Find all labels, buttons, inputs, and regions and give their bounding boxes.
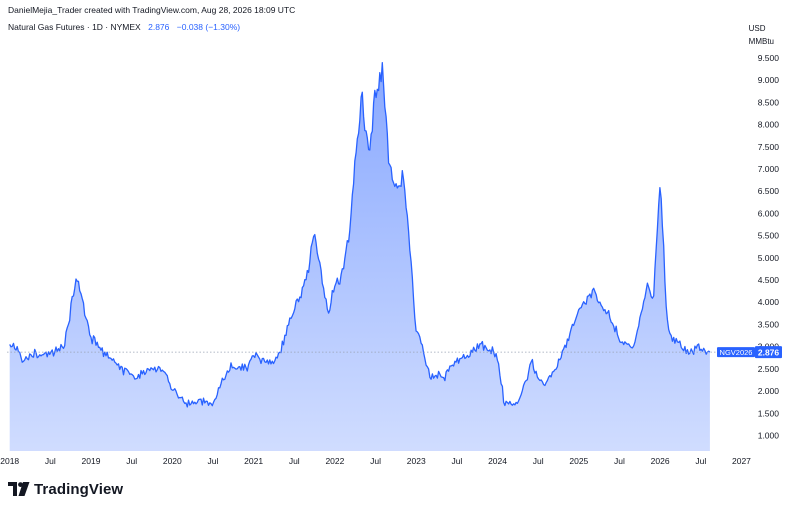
y-tick-label: 5.000 xyxy=(758,253,780,263)
y-tick-label: 2.000 xyxy=(758,386,780,396)
y-tick-label: 4.500 xyxy=(758,275,780,285)
x-tick-label: 2021 xyxy=(244,456,263,466)
x-tick-label: 2024 xyxy=(488,456,507,466)
x-tick-label: 2027 xyxy=(732,456,751,466)
symbol-legend[interactable]: Natural Gas Futures · 1D · NYMEX 2.876 −… xyxy=(8,22,240,32)
x-tick-label: 2026 xyxy=(651,456,670,466)
currency-unit-selector[interactable]: USD MMBtu xyxy=(749,22,774,48)
price-line xyxy=(9,62,711,408)
y-tick-label: 1.000 xyxy=(758,430,780,440)
x-tick-label: Jul xyxy=(695,456,706,466)
x-tick-label: 2020 xyxy=(163,456,182,466)
x-tick-label: 2022 xyxy=(325,456,344,466)
y-tick-label: 8.500 xyxy=(758,97,780,107)
chart-attribution: DanielMejia_Trader created with TradingV… xyxy=(8,5,296,15)
y-tick-label: 8.000 xyxy=(758,120,780,130)
x-tick-label: Jul xyxy=(614,456,625,466)
price-change: −0.038 (−1.30%) xyxy=(176,22,241,32)
price-tag-bg xyxy=(755,346,782,359)
y-tick-label: 4.000 xyxy=(758,297,780,307)
y-tick-label: 5.500 xyxy=(758,231,780,241)
price-tag-layer: DNGV20262.876 xyxy=(716,346,782,360)
x-tick-label: 2023 xyxy=(407,456,426,466)
symbol-tag-text: NGV2026 xyxy=(720,348,753,357)
y-tick-label: 6.500 xyxy=(758,186,780,196)
y-tick-label: 1.500 xyxy=(758,408,780,418)
x-tick-label: Jul xyxy=(370,456,381,466)
y-axis[interactable]: 1.0001.5002.0002.5003.0003.5004.0004.500… xyxy=(758,53,780,440)
x-tick-label: Jul xyxy=(208,456,219,466)
unit-label: MMBtu xyxy=(748,37,774,46)
x-tick-label: Jul xyxy=(289,456,300,466)
tradingview-logo-icon xyxy=(8,482,30,496)
x-tick-label: Jul xyxy=(451,456,462,466)
y-tick-label: 9.000 xyxy=(758,75,780,85)
x-tick-label: Jul xyxy=(45,456,56,466)
price-area-fill xyxy=(9,62,710,451)
y-tick-label: 2.500 xyxy=(758,364,780,374)
x-tick-label: 2019 xyxy=(82,456,101,466)
price-area-layer xyxy=(9,62,711,451)
y-tick-label: 9.500 xyxy=(758,53,780,63)
x-tick-label: 2018 xyxy=(0,456,19,466)
tradingview-logo[interactable]: TradingView xyxy=(8,478,123,500)
x-tick-label: 2025 xyxy=(569,456,588,466)
y-tick-label: 7.000 xyxy=(758,164,780,174)
y-tick-label: 3.500 xyxy=(758,319,780,329)
x-tick-label: Jul xyxy=(126,456,137,466)
symbol-name: Natural Gas Futures · 1D · NYMEX xyxy=(8,22,141,32)
last-value: 2.876 xyxy=(148,22,170,32)
y-tick-label: 6.000 xyxy=(758,208,780,218)
currency-label: USD xyxy=(748,24,766,33)
symbol-tag-bg xyxy=(717,347,755,358)
y-tick-label: 7.500 xyxy=(758,142,780,152)
brand-wordmark: TradingView xyxy=(34,480,124,498)
price-tag-value: 2.876 xyxy=(758,347,780,357)
x-axis[interactable]: 2018 Jul 2019 Jul 2020 Jul 2021 Jul 2022 Jul 2023 J… xyxy=(0,456,751,466)
x-tick-label: Jul xyxy=(533,456,544,466)
